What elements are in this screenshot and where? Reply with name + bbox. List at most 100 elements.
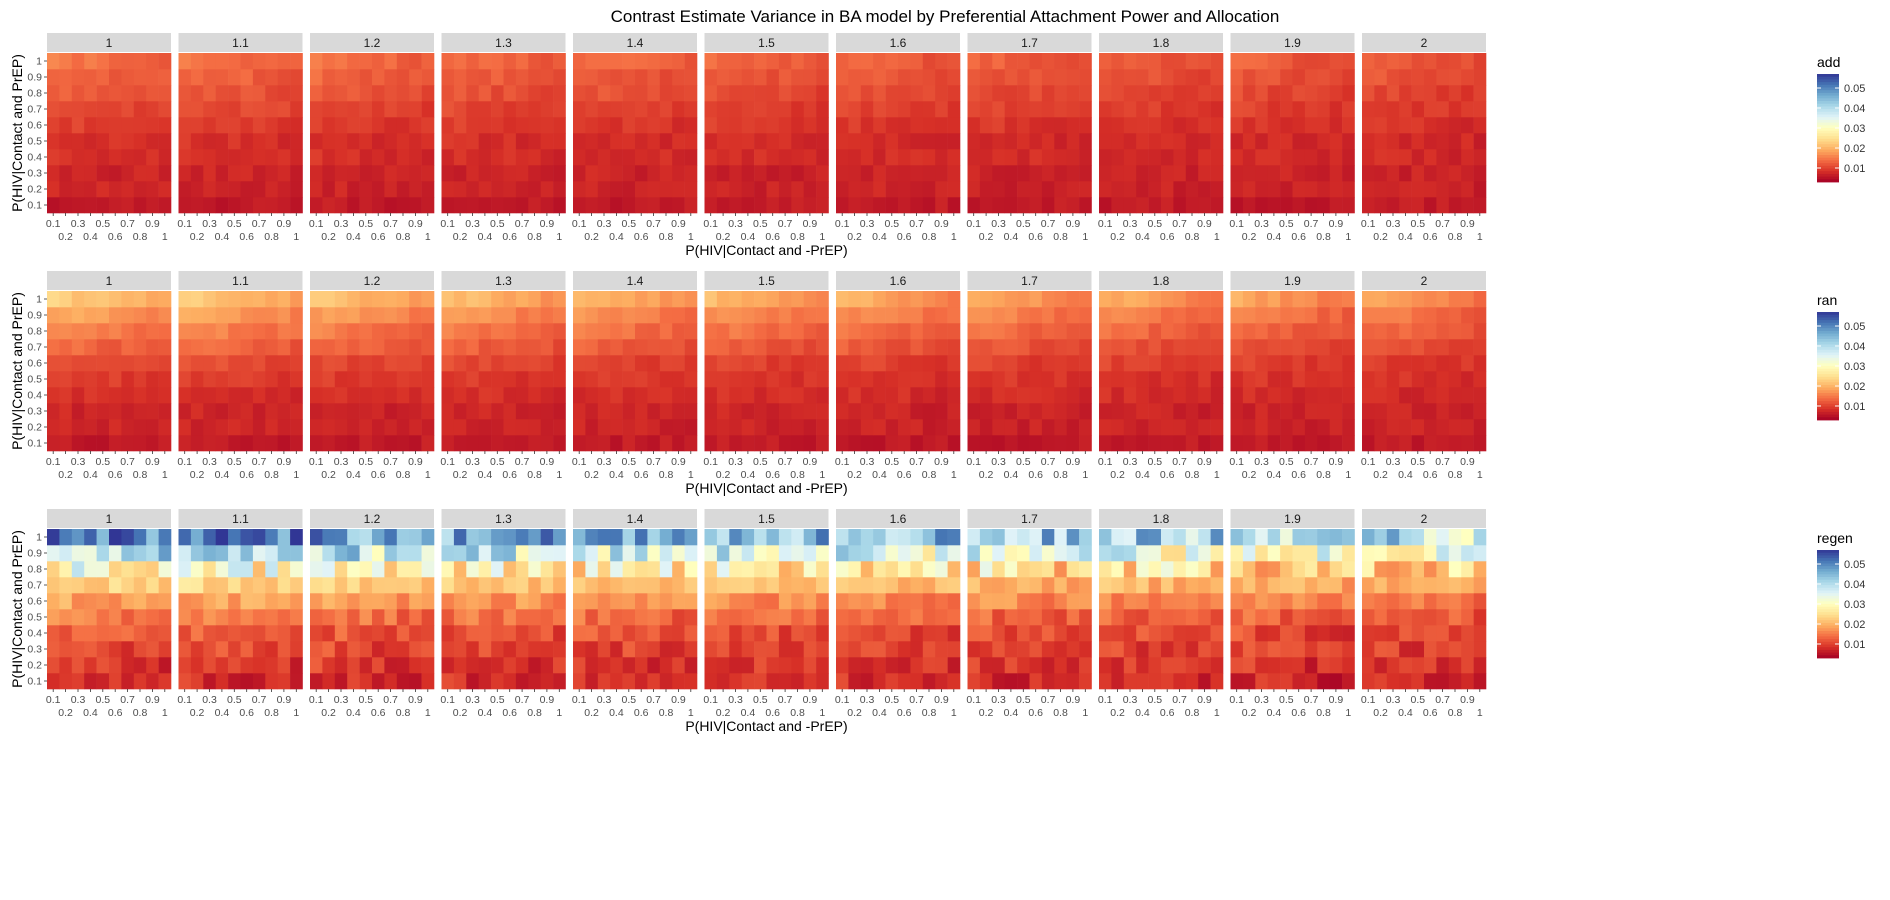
legend-colorbar-segment xyxy=(1817,622,1839,626)
heatmap-cell xyxy=(1029,403,1043,420)
heatmap-cell xyxy=(215,339,229,356)
heatmap-cell xyxy=(1111,641,1125,658)
legend-colorbar-segment xyxy=(1817,163,1839,167)
x-tick-label: 0.3 xyxy=(728,218,743,230)
heatmap-cell xyxy=(1342,529,1355,546)
heatmap-cell xyxy=(1004,593,1018,610)
heatmap-cell xyxy=(228,593,241,610)
heatmap-cell xyxy=(860,291,874,308)
heatmap-cell xyxy=(1054,197,1067,214)
heatmap-cell xyxy=(910,117,924,134)
x-tick-label: 0.8 xyxy=(790,231,805,243)
heatmap-cell xyxy=(1099,53,1112,70)
x-tick-label: 0.2 xyxy=(716,707,731,719)
x-tick-label: 0.8 xyxy=(1185,707,1200,719)
heatmap-cell xyxy=(47,435,60,452)
heatmap-cell xyxy=(409,403,422,420)
heatmap-cell xyxy=(1411,355,1425,372)
heatmap-cell xyxy=(1386,133,1400,150)
heatmap-cell xyxy=(922,355,936,372)
heatmap-cell xyxy=(203,593,216,610)
heatmap-cell xyxy=(803,577,817,594)
heatmap-cell xyxy=(515,657,529,674)
heatmap-cell xyxy=(372,69,385,86)
heatmap-cell xyxy=(121,291,135,308)
x-tick-label: 0.8 xyxy=(922,469,937,481)
x-tick-label: 0.5 xyxy=(621,694,636,706)
heatmap-cell xyxy=(84,577,97,594)
heatmap-cell xyxy=(1111,419,1125,436)
heatmap-cell xyxy=(96,609,110,626)
heatmap-cell xyxy=(491,673,504,690)
heatmap-cell xyxy=(791,149,804,166)
heatmap-cell xyxy=(310,69,323,86)
heatmap-cell xyxy=(178,355,192,372)
heatmap-cell xyxy=(503,181,517,198)
heatmap-cell xyxy=(384,53,398,70)
heatmap-cell xyxy=(778,641,792,658)
facet-strip-label: 1.5 xyxy=(758,36,775,50)
heatmap-cell xyxy=(453,419,467,436)
heatmap-cell xyxy=(540,657,554,674)
heatmap-cell xyxy=(359,181,373,198)
y-tick-label: 1 xyxy=(36,532,42,544)
legend-colorbar-segment xyxy=(1817,628,1839,632)
heatmap-cell xyxy=(1123,387,1137,404)
heatmap-cell xyxy=(585,625,599,642)
heatmap-cell xyxy=(1111,53,1125,70)
heatmap-cell xyxy=(1004,69,1018,86)
heatmap-cell xyxy=(885,85,899,102)
heatmap-cell xyxy=(215,133,229,150)
x-tick-label: 0.7 xyxy=(646,694,661,706)
heatmap-cell xyxy=(359,435,373,452)
heatmap-cell xyxy=(396,85,410,102)
heatmap-cell xyxy=(1329,529,1343,546)
heatmap-cell xyxy=(1173,339,1187,356)
heatmap-cell xyxy=(1280,165,1293,182)
heatmap-cell xyxy=(885,387,899,404)
heatmap-cell xyxy=(59,657,73,674)
x-tick-label: 0.4 xyxy=(609,707,624,719)
heatmap-cell xyxy=(836,561,849,578)
heatmap-cell xyxy=(1267,657,1281,674)
heatmap-cell xyxy=(992,419,1005,436)
heatmap-cell xyxy=(1242,165,1256,182)
heatmap-cell xyxy=(1399,133,1412,150)
heatmap-cell xyxy=(1399,371,1412,388)
heatmap-cell xyxy=(1386,529,1400,546)
heatmap-cell xyxy=(992,85,1005,102)
legend-colorbar-segment xyxy=(1817,360,1839,364)
heatmap-cell xyxy=(1198,561,1211,578)
heatmap-cell xyxy=(885,641,899,658)
legend-colorbar-segment xyxy=(1817,103,1839,107)
heatmap-cell xyxy=(622,545,636,562)
heatmap-cell xyxy=(215,371,229,388)
heatmap-cell xyxy=(203,133,216,150)
heatmap-cell xyxy=(47,53,60,70)
x-tick-label: 0.9 xyxy=(145,456,160,468)
heatmap-cell xyxy=(334,371,348,388)
heatmap-cell xyxy=(277,387,291,404)
heatmap-cell xyxy=(265,117,278,134)
x-tick-label: 0.5 xyxy=(358,456,373,468)
heatmap-cell xyxy=(1280,101,1293,118)
heatmap-cell xyxy=(910,133,924,150)
heatmap-cell xyxy=(1148,291,1162,308)
heatmap-cell xyxy=(1436,387,1450,404)
heatmap-cell xyxy=(729,435,742,452)
heatmap-cell xyxy=(597,197,611,214)
heatmap-cell xyxy=(158,371,172,388)
heatmap-cell xyxy=(766,387,780,404)
heatmap-cell xyxy=(1424,149,1437,166)
heatmap-cell xyxy=(898,641,911,658)
x-tick-label: 0.1 xyxy=(1098,218,1113,230)
heatmap-cell xyxy=(967,149,981,166)
heatmap-cell xyxy=(622,181,636,198)
heatmap-cell xyxy=(1304,53,1318,70)
heatmap-cell xyxy=(372,101,385,118)
heatmap-cell xyxy=(1374,529,1388,546)
heatmap-cell xyxy=(503,85,517,102)
heatmap-cell xyxy=(803,625,817,642)
legend-colorbar-segment xyxy=(1817,82,1839,86)
heatmap-cell xyxy=(503,609,517,626)
